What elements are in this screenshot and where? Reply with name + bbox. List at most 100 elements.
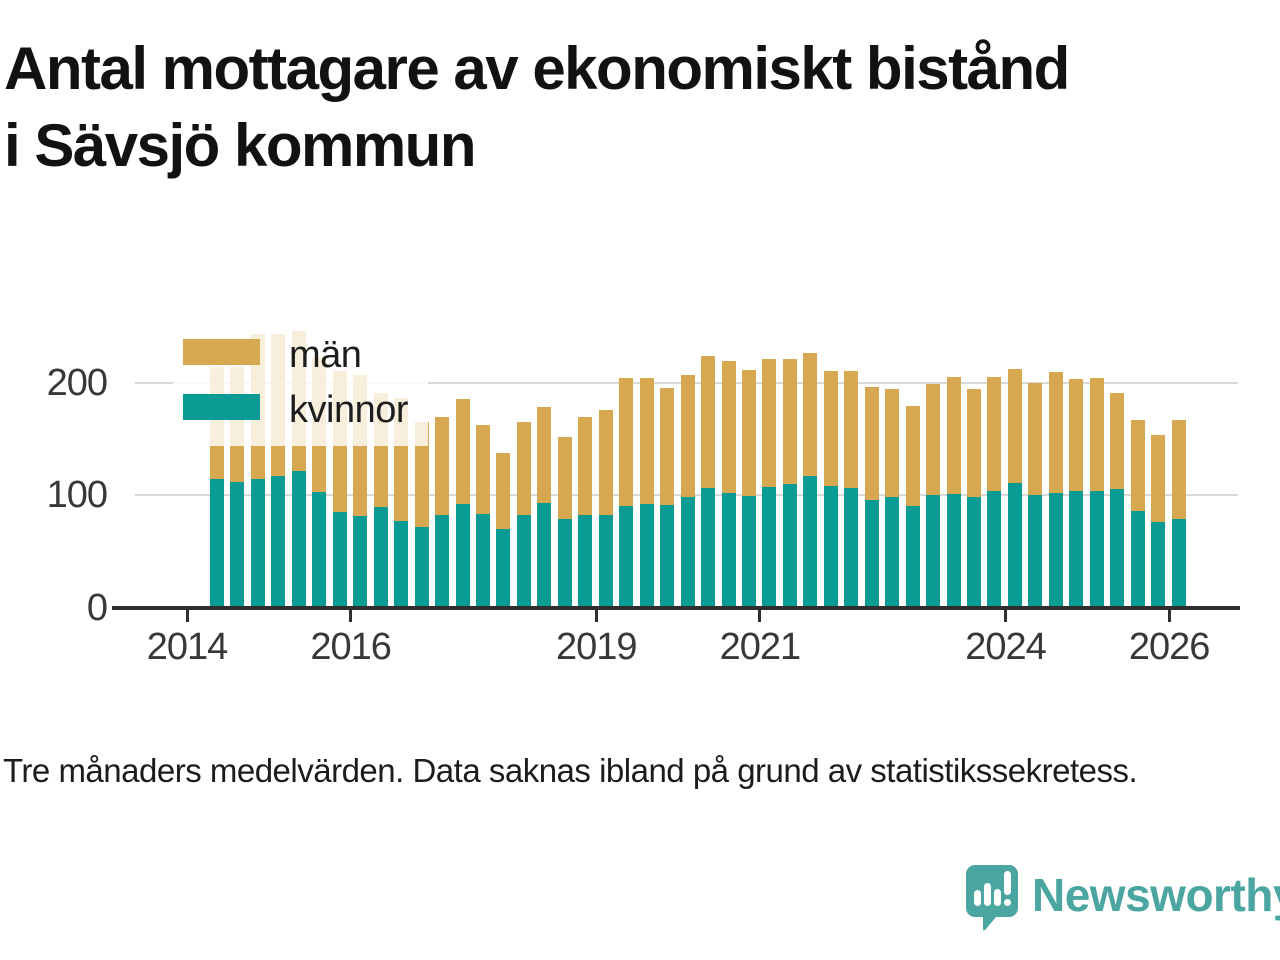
- bar-man: [1171, 419, 1186, 519]
- bar-kvinnor: [967, 497, 982, 608]
- title-line-2: i Sävsjö kommun: [4, 112, 476, 179]
- bar-man: [1069, 379, 1084, 491]
- bar-man: [516, 421, 531, 516]
- x-axis-tick: [1167, 610, 1171, 622]
- x-axis-tick: [758, 610, 762, 622]
- x-axis-tick: [1004, 610, 1007, 622]
- bar-man: [1110, 392, 1125, 490]
- bar-kvinnor: [1048, 492, 1063, 608]
- title-line-1: Antal mottagare av ekonomiskt bistånd: [4, 35, 1070, 102]
- bar-kvinnor: [578, 515, 593, 608]
- bar-kvinnor: [1028, 495, 1043, 608]
- bar-kvinnor: [680, 497, 695, 608]
- bar-kvinnor: [537, 502, 552, 608]
- bar-kvinnor: [701, 488, 716, 608]
- bar-man: [701, 355, 716, 489]
- bar-man: [557, 436, 572, 519]
- bar-kvinnor: [721, 492, 736, 608]
- bar-man: [987, 376, 1002, 491]
- bar-kvinnor: [885, 497, 900, 608]
- bar-kvinnor: [353, 516, 368, 608]
- bar-kvinnor: [271, 475, 286, 608]
- bar-kvinnor: [435, 515, 450, 608]
- bar-man: [721, 361, 736, 493]
- bar-man: [823, 371, 838, 486]
- bar-man: [1007, 369, 1022, 483]
- bar-man: [905, 406, 920, 507]
- y-tick-label: 200: [46, 361, 108, 404]
- bar-kvinnor: [782, 483, 797, 608]
- footnote: Tre månaders medelvärden. Data saknas ib…: [3, 752, 1138, 789]
- bar-kvinnor: [1151, 522, 1166, 608]
- page-title: Antal mottagare av ekonomiskt bistånd i S…: [4, 30, 1276, 184]
- bar-man: [496, 453, 511, 529]
- legend-label-man: män: [289, 334, 362, 376]
- bar-kvinnor: [414, 526, 429, 608]
- bar-kvinnor: [1171, 518, 1186, 608]
- bar-kvinnor: [926, 495, 941, 608]
- bar-man: [639, 378, 654, 504]
- bar-man: [1151, 435, 1166, 522]
- bar-man: [414, 421, 429, 527]
- bar-kvinnor: [1130, 510, 1145, 608]
- bar-kvinnor: [312, 491, 327, 608]
- bar-kvinnor: [762, 487, 777, 608]
- bar-man: [1130, 419, 1145, 511]
- bar-kvinnor: [455, 504, 470, 608]
- bar-man: [598, 409, 613, 516]
- bar-kvinnor: [210, 479, 224, 608]
- bar-man: [762, 358, 777, 488]
- bar-kvinnor: [1069, 490, 1084, 608]
- x-tick-label: 2024: [965, 626, 1047, 668]
- bar-kvinnor: [516, 515, 531, 608]
- bar-kvinnor: [373, 507, 388, 608]
- bar-kvinnor: [823, 486, 838, 608]
- bar-man: [455, 399, 470, 504]
- newsworthy-logo: Newsworthy: [960, 860, 1280, 932]
- bar-kvinnor: [250, 479, 265, 608]
- bar-kvinnor: [557, 518, 572, 608]
- bar-kvinnor: [1110, 489, 1125, 608]
- bar-man: [1089, 378, 1104, 491]
- bar-kvinnor: [741, 496, 756, 608]
- x-axis-tick: [349, 610, 353, 622]
- bar-man: [926, 383, 941, 495]
- legend-swatch-kvinnor: [183, 394, 260, 420]
- bar-kvinnor: [496, 528, 511, 608]
- x-tick-label: 2014: [146, 626, 229, 668]
- bar-kvinnor: [660, 505, 675, 608]
- newsworthy-logo-text: Newsworthy: [1032, 869, 1280, 921]
- bar-man: [803, 353, 818, 476]
- bar-man: [864, 387, 879, 500]
- bar-kvinnor: [1089, 490, 1104, 608]
- bar-man: [619, 378, 634, 507]
- bar-kvinnor: [598, 515, 613, 608]
- bar-man: [946, 376, 961, 494]
- bar-kvinnor: [1007, 482, 1022, 608]
- y-tick-label: 0: [86, 586, 108, 629]
- bar-kvinnor: [905, 506, 920, 608]
- x-tick-label: 2019: [555, 626, 638, 668]
- bar-man: [475, 425, 490, 515]
- bar-man: [844, 371, 859, 489]
- bar-man: [1028, 382, 1043, 495]
- bar-kvinnor: [394, 520, 409, 608]
- bar-kvinnor: [639, 504, 654, 608]
- bar-man: [967, 389, 982, 498]
- bar-kvinnor: [332, 511, 347, 608]
- newsworthy-logo-icon: [966, 865, 1018, 931]
- x-tick-label: 2021: [719, 626, 802, 668]
- bar-kvinnor: [844, 488, 859, 608]
- bar-man: [741, 370, 756, 497]
- bar-kvinnor: [946, 493, 961, 608]
- x-axis-tick: [185, 610, 189, 622]
- bar-kvinnor: [619, 506, 634, 608]
- x-tick-label: 2016: [310, 626, 392, 668]
- bar-man: [782, 358, 797, 484]
- bar-man: [435, 417, 450, 516]
- bar-kvinnor: [803, 475, 818, 608]
- bar-kvinnor: [230, 481, 245, 608]
- x-axis-line: [112, 606, 1240, 610]
- bar-man: [680, 374, 695, 498]
